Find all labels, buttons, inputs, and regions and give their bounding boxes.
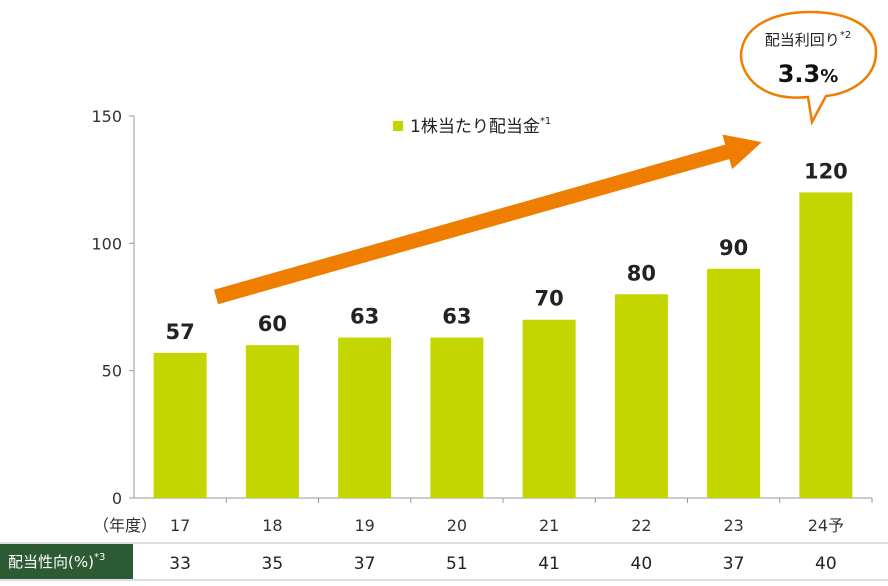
payout-row-label: 配当性向(%)*3 bbox=[8, 552, 105, 571]
legend-footnote: *1 bbox=[540, 116, 551, 127]
bar bbox=[245, 345, 299, 498]
payout-row-footnote: *3 bbox=[94, 552, 105, 563]
callout-label-text: 配当利回り bbox=[765, 31, 840, 49]
x-tick-label: 23 bbox=[723, 516, 743, 535]
x-tick-label: 20 bbox=[447, 516, 467, 535]
yield-callout: 配当利回り*2 3.3% bbox=[739, 10, 878, 126]
payout-ratio-value: 33 bbox=[169, 554, 191, 574]
x-tick-label: 22 bbox=[631, 516, 651, 535]
growth-arrow bbox=[213, 134, 762, 305]
legend-swatch bbox=[393, 121, 403, 131]
bar bbox=[153, 352, 207, 498]
callout-value-number: 3.3 bbox=[778, 60, 821, 88]
bar-value-label: 63 bbox=[350, 305, 379, 329]
payout-ratio-value: 37 bbox=[354, 554, 376, 574]
payout-row-label-box bbox=[0, 544, 133, 579]
y-tick-label: 0 bbox=[112, 489, 122, 508]
bar-value-label: 63 bbox=[442, 305, 471, 329]
bar-value-labels: 57 60 63 63 70 80 90 120 bbox=[166, 159, 848, 343]
bar bbox=[707, 268, 761, 498]
callout-footnote: *2 bbox=[840, 30, 851, 41]
payout-ratio-value: 51 bbox=[446, 554, 468, 574]
callout-value-unit: % bbox=[820, 66, 838, 87]
bar bbox=[338, 337, 392, 498]
x-tick-label: 21 bbox=[539, 516, 559, 535]
callout-value: 3.3% bbox=[778, 60, 839, 88]
bar-value-label: 57 bbox=[166, 320, 195, 344]
y-tick-label: 100 bbox=[91, 234, 122, 253]
payout-row-label-text: 配当性向(%) bbox=[8, 553, 94, 571]
bar bbox=[614, 294, 668, 498]
x-tick-label: 19 bbox=[354, 516, 374, 535]
payout-ratio-value: 37 bbox=[723, 554, 745, 574]
y-tick-label: 150 bbox=[91, 107, 122, 126]
x-tick-label: 24予 bbox=[808, 516, 844, 535]
payout-row-values: 33 35 37 51 41 40 37 40 bbox=[169, 554, 836, 574]
bar-series bbox=[153, 192, 853, 498]
bar-value-label: 70 bbox=[535, 287, 564, 311]
bar bbox=[522, 319, 576, 498]
x-axis-prefix: （年度） bbox=[93, 516, 157, 535]
x-tick-label: 17 bbox=[170, 516, 190, 535]
bar bbox=[430, 337, 484, 498]
x-tick-label: 18 bbox=[262, 516, 282, 535]
payout-ratio-value: 41 bbox=[538, 554, 560, 574]
y-axis-ticks: 0 50 100 150 bbox=[91, 107, 134, 508]
callout-bubble bbox=[739, 10, 878, 126]
callout-label: 配当利回り*2 bbox=[765, 30, 851, 49]
bar-value-label: 80 bbox=[627, 261, 656, 285]
payout-ratio-value: 40 bbox=[815, 554, 837, 574]
x-axis-labels: 17 18 19 20 21 22 23 24予 bbox=[170, 498, 873, 535]
payout-ratio-value: 35 bbox=[262, 554, 284, 574]
bar-value-label: 120 bbox=[804, 159, 848, 183]
legend-label-text: 1株当たり配当金 bbox=[410, 117, 540, 137]
bar-value-label: 90 bbox=[719, 236, 748, 260]
legend-label: 1株当たり配当金*1 bbox=[410, 116, 551, 137]
y-tick-label: 50 bbox=[102, 362, 122, 381]
bar bbox=[799, 192, 853, 498]
bar-value-label: 60 bbox=[258, 312, 287, 336]
payout-ratio-value: 40 bbox=[631, 554, 653, 574]
